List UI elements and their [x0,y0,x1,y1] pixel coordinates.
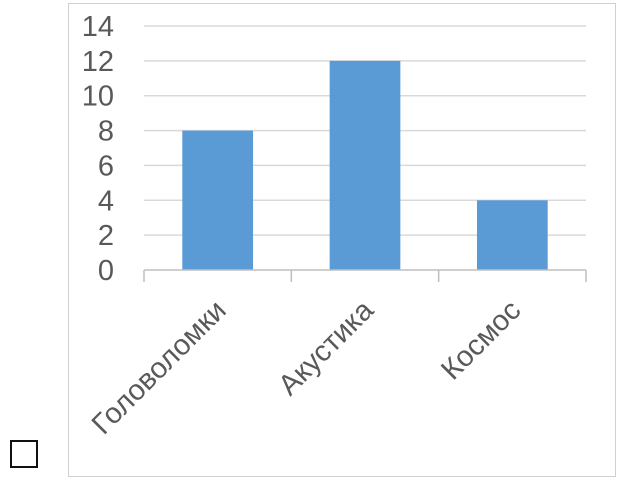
y-tick-label: 6 [98,150,114,182]
y-tick-label: 14 [82,11,114,43]
y-tick-label: 10 [82,81,114,113]
x-axis-categories: Головоломки Акустика Космос [86,294,527,441]
y-tick-label: 8 [98,116,114,148]
bar [329,60,401,270]
bars [182,60,548,270]
x-category-label: Космос [435,294,527,386]
y-tick-label: 0 [98,255,114,287]
y-tick-label: 4 [98,185,114,217]
y-tick-label: 2 [98,220,114,252]
x-category-label: Головоломки [86,294,233,441]
bar [476,200,548,270]
x-axis [143,269,587,282]
checkbox[interactable] [10,440,38,468]
bar [182,130,254,270]
y-tick-label: 12 [82,46,114,78]
x-category-label: Акустика [272,294,380,402]
